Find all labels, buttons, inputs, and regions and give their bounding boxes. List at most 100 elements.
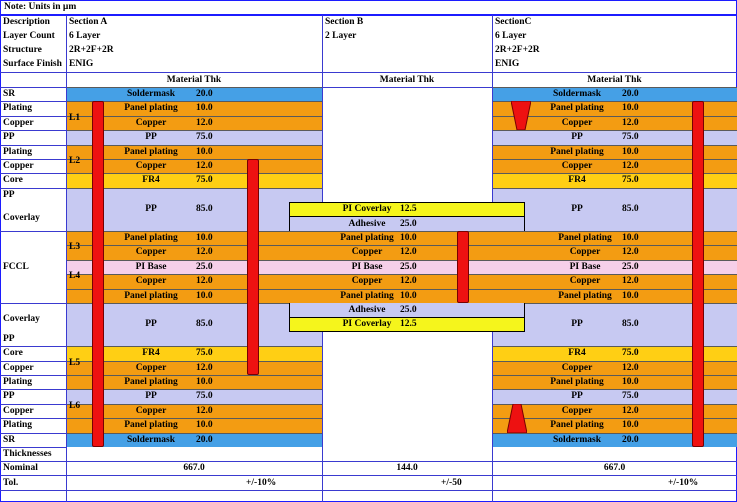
layer-value: 75.0 (622, 391, 639, 401)
row-label-plating2: Plating (3, 147, 33, 157)
label-row-line (0, 159, 66, 160)
tol-b: +/-50 (441, 478, 462, 488)
row-label-coverlay1: Coverlay (3, 213, 40, 223)
label-row-line (0, 101, 66, 102)
layer-name: PI Coverlay (342, 204, 392, 214)
layer-value: 12.0 (622, 118, 639, 128)
label-row-line (0, 231, 66, 232)
layer-name: PP (145, 204, 157, 214)
layer-copper (493, 159, 737, 173)
layer-value: 75.0 (196, 391, 213, 401)
layer-value: 10.0 (622, 233, 639, 243)
footer-line (0, 475, 737, 476)
layer-name: PP (571, 391, 583, 401)
nominal-c: 667.0 (603, 463, 626, 473)
section-c-header: SectionC (495, 17, 532, 27)
layer-name: Copper (569, 247, 601, 257)
layer-panel-plating (493, 375, 737, 389)
tol-a: +/-10% (246, 478, 277, 488)
layer-value: 10.0 (196, 147, 213, 157)
layer-name: PI Coverlay (342, 319, 392, 329)
layer-name: Panel plating (124, 103, 178, 113)
layer-tag: L2 (69, 156, 81, 166)
layer-name: Panel plating (124, 291, 178, 301)
layer-name: Panel plating (124, 147, 178, 157)
section-b-header: Section B (325, 17, 364, 27)
section-c-header: 2R+2F+2R (495, 45, 540, 55)
label-row-line (0, 404, 66, 405)
layer-value: 12.0 (196, 406, 213, 416)
section-b-header: 2 Layer (325, 31, 357, 41)
section-c-header: 6 Layer (495, 31, 527, 41)
section-b-pi-coverlay (289, 202, 525, 217)
layer-value: 10.0 (622, 147, 639, 157)
through-via-section-c (692, 101, 704, 447)
label-row-line (0, 418, 66, 419)
layer-name: Panel plating (340, 291, 394, 301)
section-c-header: ENIG (495, 59, 520, 69)
layer-value: 20.0 (196, 435, 213, 445)
layer-name: Panel plating (558, 233, 612, 243)
via-section-b (457, 231, 469, 303)
layer-name: Copper (351, 276, 383, 286)
layer-value: 12.0 (622, 161, 639, 171)
fccl-panel-plating (67, 289, 737, 303)
layer-name: Copper (135, 161, 167, 171)
label-row-line (0, 433, 66, 434)
layer-panel-plating (67, 145, 322, 159)
layer-tag: L4 (69, 271, 81, 281)
layer-value: 20.0 (622, 89, 639, 99)
through-via-section-a (92, 101, 104, 447)
layer-copper (493, 116, 737, 130)
layer-value: 85.0 (196, 204, 213, 214)
section-a-header: Section A (69, 17, 108, 27)
layer-value: 85.0 (622, 204, 639, 214)
row-label-core1: Core (3, 175, 23, 185)
layer-name: Soldermask (552, 89, 602, 99)
fccl-copper (67, 245, 737, 260)
layer-name: Panel plating (124, 377, 178, 387)
layer-tag: L3 (69, 242, 81, 252)
layer-value: 10.0 (400, 291, 417, 301)
row-label-nominal: Nominal (3, 463, 38, 473)
layer-name: Copper (561, 118, 593, 128)
row-label-copper3: Copper (3, 363, 34, 373)
layer-fr4 (493, 173, 737, 188)
layer-panel-plating (67, 418, 322, 433)
layer-panel-plating (493, 145, 737, 159)
layer-pp (493, 130, 737, 145)
layer-value: 10.0 (196, 103, 213, 113)
layer-value: 12.0 (622, 276, 639, 286)
header-label: Layer Count (3, 31, 55, 41)
layer-value: 12.0 (622, 247, 639, 257)
layer-name: Soldermask (126, 435, 176, 445)
layer-value: 10.0 (400, 233, 417, 243)
layer-name: PP (145, 391, 157, 401)
row-label-pp2: PP (3, 190, 15, 200)
section-a-header: 2R+2F+2R (69, 45, 114, 55)
layer-value: 12.0 (196, 118, 213, 128)
layer-name: PI Base (569, 262, 601, 272)
layer-value: 12.0 (196, 363, 213, 373)
layer-value: 75.0 (622, 175, 639, 185)
row-label-sr_bot: SR (3, 435, 16, 445)
row-label-copper1: Copper (3, 118, 34, 128)
layer-pp (67, 130, 322, 145)
row-label-pp4: PP (3, 391, 15, 401)
row-label-plating3: Plating (3, 377, 33, 387)
row-label-plating1: Plating (3, 103, 33, 113)
layer-value: 75.0 (196, 348, 213, 358)
section-b-adhesive (289, 217, 525, 231)
row-label-pp1: PP (3, 132, 15, 142)
layer-name: Copper (135, 118, 167, 128)
label-row-line (0, 447, 66, 448)
layer-fr4 (493, 346, 737, 361)
row-label-fccl: FCCL (3, 262, 29, 272)
header-label: Structure (3, 45, 42, 55)
buried-via-section-a (247, 159, 259, 375)
layer-value: 10.0 (622, 291, 639, 301)
layer-soldermask (493, 87, 737, 101)
layer-value: 10.0 (622, 103, 639, 113)
layer-name: Copper (569, 276, 601, 286)
layer-name: Copper (135, 406, 167, 416)
